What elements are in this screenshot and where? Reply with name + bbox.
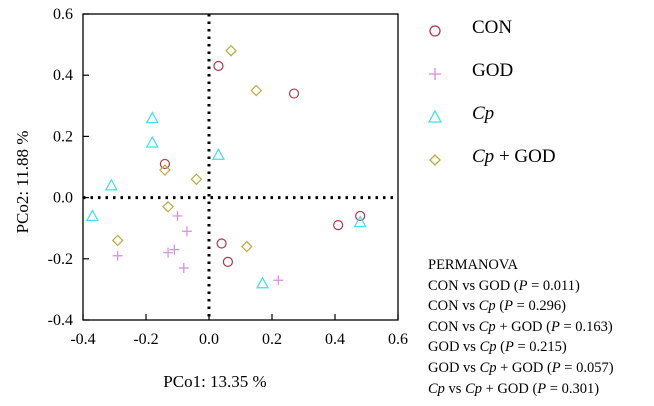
data-point	[240, 240, 253, 253]
legend-label-cp: Cp	[472, 103, 495, 124]
y-tick-label: -0.2	[48, 251, 73, 268]
legend: CON GOD Cp Cp + GOD	[424, 12, 644, 184]
permanova-title: PERMANOVA	[428, 257, 518, 273]
data-point	[163, 247, 174, 258]
y-axis-label-wrap: PCo2: 11.88 %	[8, 110, 38, 260]
data-point	[355, 210, 366, 222]
legend-label-cp-god: Cp + GOD	[472, 146, 556, 167]
y-tick-label: 0.0	[53, 190, 73, 207]
x-tick-label: -0.2	[133, 331, 158, 348]
data-point	[145, 135, 159, 148]
permanova-row: CON vs GOD (P = 0.011)	[428, 277, 580, 294]
data-point	[225, 44, 237, 57]
x-tick-label: 0.2	[262, 331, 282, 348]
y-tick-label: -0.4	[48, 312, 73, 329]
data-point	[162, 200, 174, 213]
data-point	[353, 215, 367, 228]
diamond-marker-icon	[429, 154, 441, 166]
legend-item-cp: Cp	[424, 98, 644, 141]
legend-item-god: GOD	[424, 55, 644, 98]
y-axis-label: PCo2: 11.88 %	[13, 130, 32, 234]
data-point	[216, 238, 227, 249]
data-point	[159, 164, 171, 176]
y-tick-label: 0.2	[53, 128, 73, 145]
permanova-row: CON vs Cp + GOD (P = 0.163)	[428, 318, 613, 335]
data-point	[250, 84, 263, 97]
circle-marker-icon	[429, 25, 441, 37]
permanova-row: CON vs Cp (P = 0.296)	[428, 298, 566, 315]
data-point	[178, 262, 189, 273]
permanova-row: GOD vs Cp (P = 0.215)	[428, 339, 567, 356]
plot-frame	[82, 13, 399, 321]
x-axis-label: PCo1: 13.35 %	[163, 372, 267, 391]
data-point	[211, 148, 225, 160]
data-point	[333, 220, 344, 231]
legend-label-con: CON	[472, 17, 513, 38]
data-point	[169, 244, 180, 255]
permanova-block: PERMANOVA CON vs GOD (P = 0.011) CON vs …	[428, 255, 614, 399]
x-tick-label: 0.6	[388, 331, 408, 348]
y-tick-label: 0.4	[53, 67, 73, 84]
data-point	[288, 88, 300, 99]
data-point	[256, 276, 270, 289]
data-point	[112, 250, 123, 261]
data-point	[181, 226, 192, 237]
legend-item-cp-god: Cp + GOD	[424, 141, 644, 184]
data-point	[111, 234, 124, 247]
data-point	[273, 275, 284, 286]
plus-marker-icon	[429, 68, 441, 80]
data-point	[222, 256, 233, 267]
legend-label-god: GOD	[472, 60, 514, 81]
data-point	[159, 158, 170, 170]
data-point	[145, 111, 159, 124]
legend-item-con: CON	[424, 12, 644, 55]
data-point	[213, 60, 224, 72]
permanova-row: Cp vs Cp + GOD (P = 0.301)	[428, 380, 600, 397]
x-tick-label: 0.0	[199, 331, 219, 348]
y-tick-label: 0.6	[53, 6, 73, 23]
data-point	[104, 178, 118, 191]
data-point	[190, 173, 203, 186]
x-tick-label: 0.4	[325, 331, 345, 348]
x-tick-label: -0.4	[70, 331, 95, 348]
data-point	[172, 210, 183, 221]
permanova-row: GOD vs Cp + GOD (P = 0.057)	[428, 359, 614, 376]
triangle-marker-icon	[427, 109, 443, 123]
data-point	[85, 209, 99, 222]
